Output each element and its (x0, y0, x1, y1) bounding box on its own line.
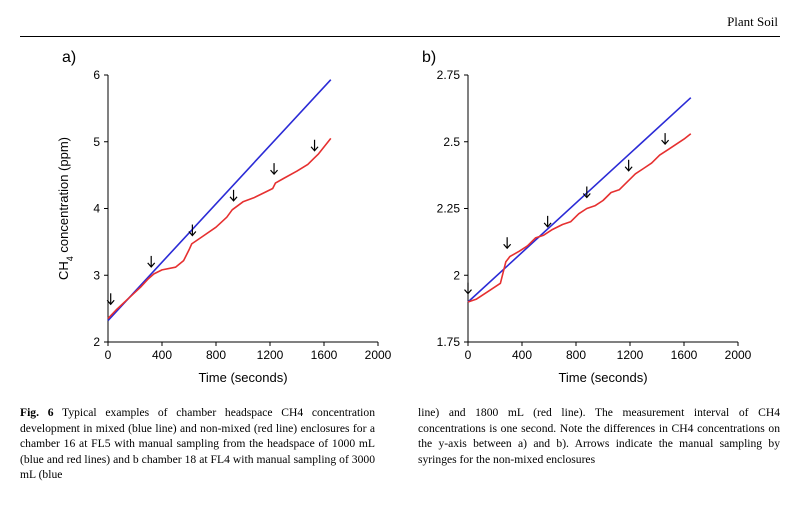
sampling-arrow (464, 282, 472, 295)
sampling-arrow (147, 255, 156, 268)
x-tick-label: 400 (152, 348, 172, 362)
chart-panel-b: b) 0 400 800 1200 1600 2000 1.75 2 2.25 2.5 2.75 Tim… (422, 49, 752, 385)
x-tick-label: 800 (206, 348, 226, 362)
y-tick-label: 2.5 (443, 135, 460, 149)
x-tick-label: 1200 (257, 348, 284, 362)
x-tick-label: 400 (512, 348, 532, 362)
panel-label: a) (62, 49, 76, 66)
figure-caption-left: Fig. 6 Typical examples of chamber heads… (20, 405, 375, 483)
arrow-head (188, 231, 197, 237)
arrow-head (543, 222, 552, 228)
y-tick-label: 2.25 (437, 202, 461, 216)
y-axis-label: CH4 concentration (ppm) (56, 137, 75, 280)
sampling-arrow (661, 133, 670, 146)
arrow-head (464, 289, 472, 295)
x-tick-label: 1600 (671, 348, 698, 362)
series-line-red (107, 137, 332, 320)
y-tick-label: 1.75 (437, 335, 461, 349)
series-line-blue (107, 79, 332, 322)
arrow-head (661, 139, 670, 146)
arrow-head (582, 193, 591, 199)
chart-panel-a: a) 0 400 800 1200 1600 2000 2 3 4 5 6 Time (seconds)… (56, 49, 392, 385)
arrow-head (106, 299, 115, 306)
y-tick-label: 2 (93, 335, 100, 349)
arrow-head (229, 196, 238, 202)
sampling-arrow (188, 224, 197, 237)
x-tick-label: 0 (465, 348, 472, 362)
sampling-arrow (310, 139, 319, 152)
sampling-arrow (106, 293, 115, 306)
figure-caption-right: line) and 1800 mL (red line). The measur… (418, 405, 780, 467)
y-tick-label: 5 (93, 135, 100, 149)
sampling-arrow (503, 237, 512, 250)
arrow-head (147, 262, 156, 268)
y-tick-label: 3 (93, 268, 100, 282)
series-line-blue (467, 97, 692, 303)
x-axis-label: Time (seconds) (198, 370, 287, 385)
y-tick-label: 6 (93, 68, 100, 82)
caption-text-left: Typical examples of chamber headspace CH… (20, 406, 375, 481)
x-tick-label: 1200 (617, 348, 644, 362)
caption-text-right: line) and 1800 mL (red line). The measur… (418, 406, 780, 466)
sampling-arrow (270, 163, 279, 176)
sampling-arrow (624, 159, 633, 172)
x-tick-label: 1600 (311, 348, 338, 362)
series-line-red (467, 133, 692, 303)
x-tick-label: 800 (566, 348, 586, 362)
y-tick-label: 2.75 (437, 68, 461, 82)
page-header: Plant Soil (0, 0, 800, 40)
arrow-head (624, 166, 633, 172)
x-axis-label: Time (seconds) (558, 370, 647, 385)
y-tick-label: 4 (93, 202, 100, 216)
arrow-head (270, 169, 279, 176)
sampling-arrow (582, 186, 591, 199)
sampling-arrow (229, 189, 238, 202)
header-rule (20, 36, 780, 37)
x-tick-label: 2000 (725, 348, 752, 362)
y-tick-label: 2 (453, 268, 460, 282)
x-tick-label: 0 (105, 348, 112, 362)
arrow-head (310, 146, 319, 152)
caption-label: Fig. 6 (20, 406, 54, 419)
panel-label: b) (422, 49, 436, 66)
x-tick-label: 2000 (365, 348, 392, 362)
journal-name: Plant Soil (727, 14, 778, 29)
arrow-head (503, 243, 512, 250)
sampling-arrow (543, 215, 552, 228)
